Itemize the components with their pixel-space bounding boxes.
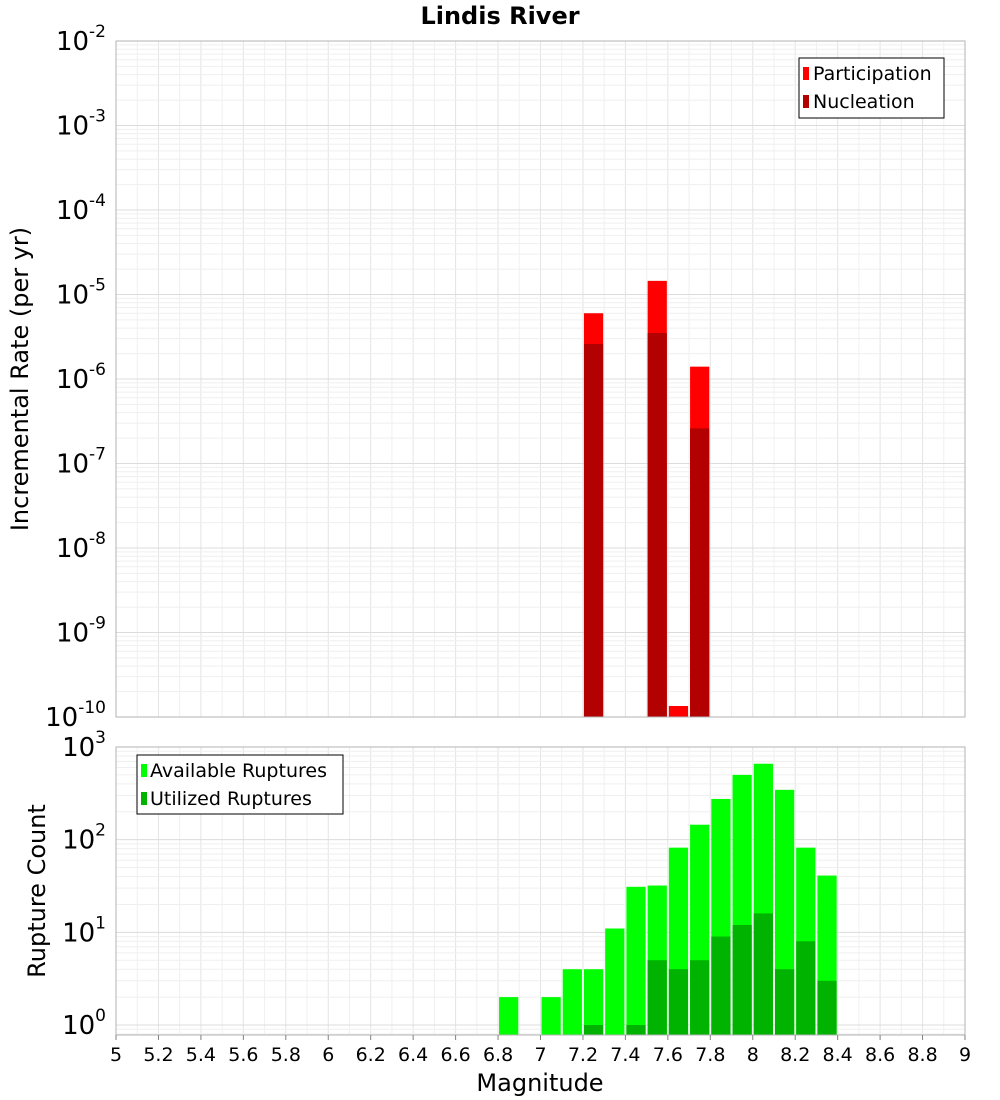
x-tick-label: 8.4	[823, 1044, 853, 1066]
legend-swatch-available	[141, 764, 147, 777]
x-tick-label: 8.6	[865, 1044, 895, 1066]
x-tick-label: 7	[534, 1044, 546, 1066]
rate-grid	[115, 41, 966, 718]
legend-swatch-utilized	[141, 792, 147, 805]
x-tick-label: 5.8	[271, 1044, 301, 1066]
rate-plot-frame	[115, 40, 966, 718]
count-legend: Available Ruptures Utilized Ruptures	[136, 754, 344, 815]
x-tick-label: 5.2	[143, 1044, 173, 1066]
bar-available-ruptures	[562, 969, 582, 1035]
count-x-ticks: 5 5.2 5.4 5.6 5.8 6 6.2 6.4 6.6 6.8 7 7.2 7.4 7.6 7.8 8…	[110, 1035, 971, 1066]
count-y-axis-label: Rupture Count	[23, 804, 51, 978]
legend-label-participation: Participation	[813, 63, 932, 85]
y-tick-label: 10-5	[56, 276, 106, 311]
rate-y-ticks: 10-10 10-9 10-8 10-7 10-6 10-5 10-4 10-3 10-2	[45, 22, 106, 733]
bar-utilized-ruptures	[774, 969, 795, 1035]
legend-label-nucleation: Nucleation	[813, 91, 915, 113]
legend-label-available: Available Ruptures	[150, 760, 327, 782]
bar-utilized-ruptures	[583, 1025, 604, 1035]
bar-utilized-ruptures	[817, 980, 837, 1035]
count-bars	[499, 763, 837, 1035]
x-tick-label: 9	[959, 1044, 971, 1066]
x-tick-label: 8.8	[907, 1044, 937, 1066]
y-tick-label: 10-3	[56, 107, 106, 142]
rate-y-axis-label: Incremental Rate (per yr)	[6, 227, 34, 531]
rate-bars	[583, 280, 710, 717]
x-axis-label: Magnitude	[476, 1069, 603, 1097]
x-tick-label: 7.4	[610, 1044, 640, 1066]
y-tick-label: 10-6	[56, 360, 106, 395]
count-panel: 100 101 102 103 5 5.2 5.4 5.6 5.8 6 6.2 6.4 6.6 6.8 7…	[23, 728, 971, 1097]
bar-available-ruptures	[626, 886, 646, 1035]
y-tick-label: 10-7	[56, 445, 106, 480]
x-tick-label: 5	[110, 1044, 122, 1066]
legend-swatch-participation	[803, 67, 809, 80]
bar-utilized-ruptures	[753, 913, 773, 1035]
x-tick-label: 8.2	[780, 1044, 810, 1066]
rate-legend: Participation Nucleation	[798, 57, 945, 119]
bar-utilized-ruptures	[690, 960, 710, 1035]
x-tick-label: 7.2	[568, 1044, 598, 1066]
y-tick-label: 10-9	[56, 614, 106, 649]
bar-nucleation	[583, 343, 604, 717]
bar-utilized-ruptures	[626, 1025, 646, 1035]
rate-legend-box	[798, 57, 945, 119]
y-tick-label: 102	[62, 821, 106, 856]
bar-utilized-ruptures	[647, 960, 667, 1035]
bar-available-ruptures	[499, 997, 519, 1035]
bar-utilized-ruptures	[796, 941, 816, 1035]
rate-panel: 10-10 10-9 10-8 10-7 10-6 10-5 10-4 10-3 10-2 In…	[6, 22, 966, 733]
y-tick-label: 10-4	[56, 191, 106, 226]
x-tick-label: 6.2	[356, 1044, 386, 1066]
x-tick-label: 8	[747, 1044, 759, 1066]
count-legend-box	[136, 754, 344, 815]
y-tick-label: 103	[62, 728, 106, 763]
x-tick-label: 6.4	[398, 1044, 428, 1066]
bar-nucleation	[647, 333, 667, 717]
y-tick-label: 101	[62, 913, 106, 948]
chart-title: Lindis River	[420, 2, 579, 30]
y-tick-label: 10-10	[45, 698, 106, 733]
x-tick-label: 6.8	[483, 1044, 513, 1066]
x-tick-label: 5.4	[186, 1044, 216, 1066]
x-tick-label: 6	[322, 1044, 334, 1066]
bar-utilized-ruptures	[711, 936, 731, 1035]
legend-swatch-nucleation	[803, 95, 809, 108]
y-tick-label: 10-8	[56, 529, 106, 564]
y-tick-label: 10-2	[56, 22, 106, 57]
x-tick-label: 5.6	[228, 1044, 258, 1066]
x-tick-label: 7.6	[653, 1044, 683, 1066]
x-tick-label: 6.6	[440, 1044, 470, 1066]
bar-available-ruptures	[541, 997, 561, 1035]
bar-participation	[668, 705, 689, 717]
legend-label-utilized: Utilized Ruptures	[150, 788, 312, 810]
bar-nucleation	[690, 428, 710, 717]
y-tick-label: 100	[62, 1006, 106, 1041]
bar-available-ruptures	[605, 928, 625, 1035]
bar-available-ruptures	[583, 969, 604, 1035]
bar-utilized-ruptures	[732, 924, 752, 1035]
bar-utilized-ruptures	[668, 969, 689, 1035]
x-tick-label: 7.8	[695, 1044, 725, 1066]
count-y-ticks: 100 101 102 103	[62, 728, 106, 1041]
